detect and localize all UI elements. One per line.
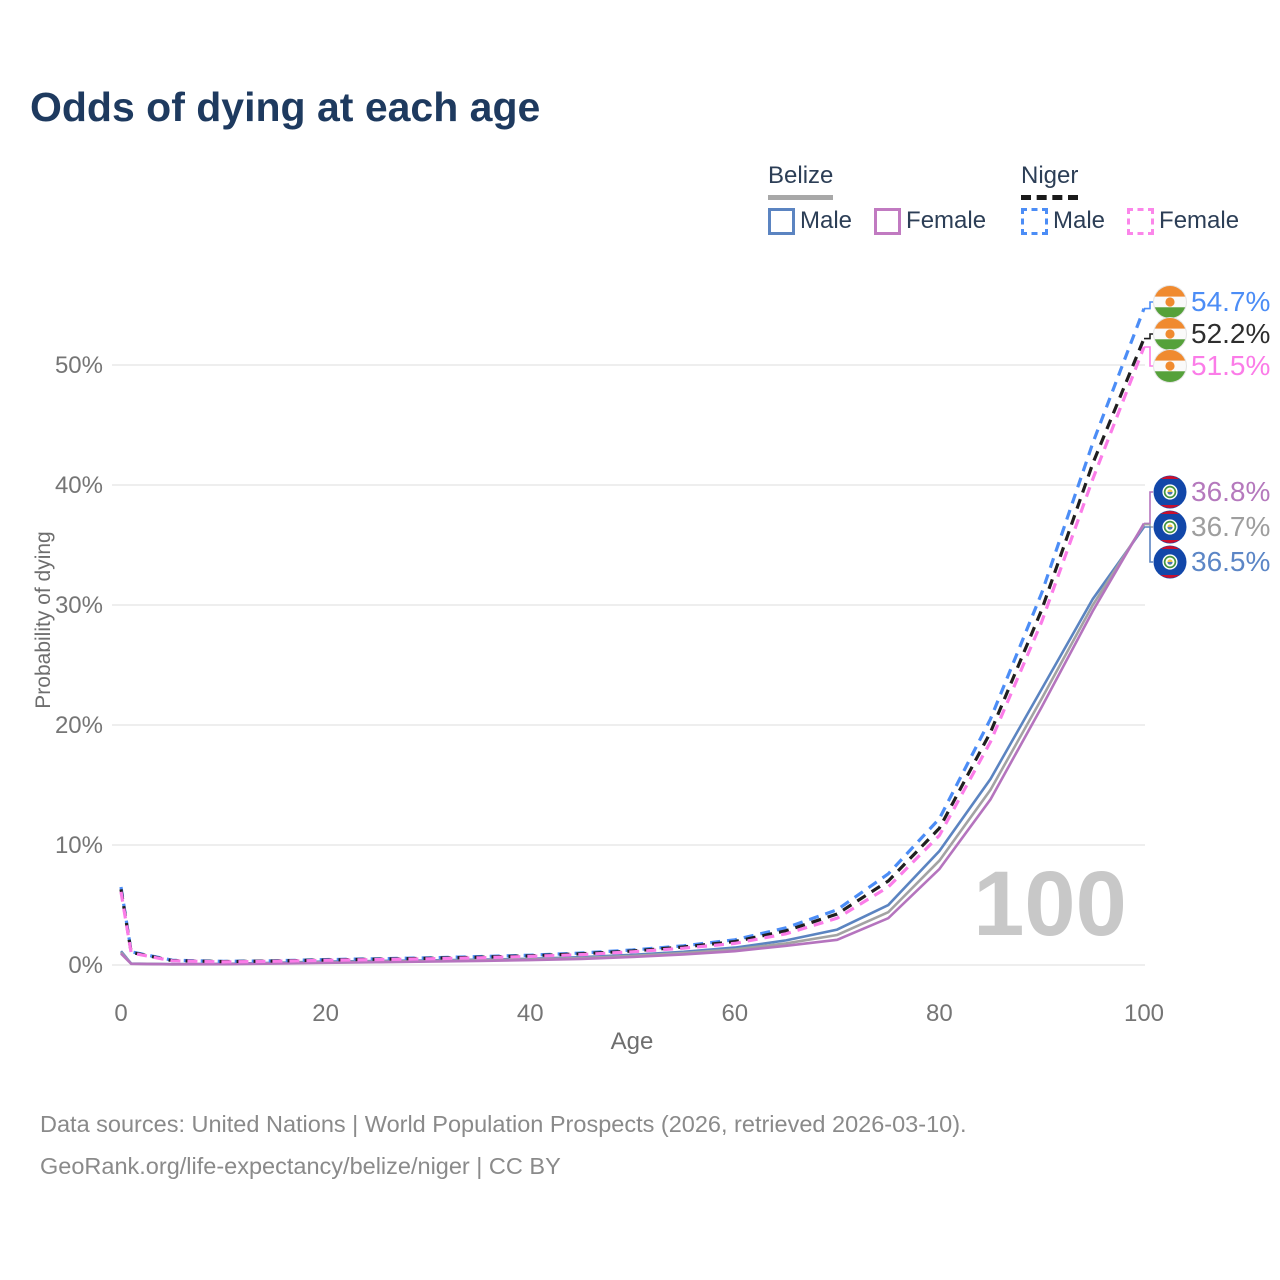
belize-flag-icon	[1153, 475, 1187, 509]
belize-flag-icon	[1153, 510, 1187, 544]
niger-flag-icon	[1153, 317, 1187, 351]
series-line-belize-female[interactable]	[120, 522, 1146, 966]
legend-item-label: Male	[1053, 207, 1106, 234]
x-tick-label: 40	[517, 1000, 544, 1027]
end-value-label-belize-male: 36.5%	[1191, 546, 1270, 577]
legend-item-niger-male[interactable]: Male	[1021, 207, 1105, 235]
y-tick-label: 20%	[55, 712, 103, 739]
x-tick-label: 60	[721, 1000, 748, 1027]
niger-flag-icon	[1153, 349, 1187, 383]
legend-item-belize-male[interactable]: Male	[768, 207, 852, 235]
x-axis-title: Age	[610, 1028, 654, 1055]
x-tick-label: 100	[1124, 1000, 1164, 1027]
footer-sources: Data sources: United Nations | World Pop…	[40, 1111, 967, 1137]
legend-country-niger[interactable]: Niger	[1021, 162, 1079, 200]
belize-male-swatch-icon	[768, 207, 795, 235]
series-line-niger-male[interactable]	[119, 308, 1146, 964]
end-value-label-belize-female: 36.8%	[1191, 476, 1270, 507]
y-tick-label: 10%	[55, 832, 103, 859]
legend-item-belize-female[interactable]: Female	[874, 207, 986, 235]
end-value-label-niger-total: 52.2%	[1191, 318, 1270, 349]
legend-item-niger-female[interactable]: Female	[1127, 207, 1239, 235]
niger-flag-icon	[1153, 285, 1187, 319]
legend-item-label: Female	[906, 207, 987, 234]
label-connector-belize-male	[1144, 526, 1153, 563]
end-value-label-belize-total: 36.7%	[1191, 511, 1270, 542]
label-connector-belize-female	[1144, 491, 1153, 525]
x-tick-label: 0	[114, 1000, 127, 1027]
niger-female-swatch-icon	[1127, 207, 1155, 235]
y-tick-label: 0%	[68, 952, 103, 979]
age-watermark: 100	[973, 853, 1127, 955]
legend-item-label: Female	[1159, 207, 1240, 234]
end-value-label-niger-female: 51.5%	[1191, 350, 1270, 381]
x-tick-label: 20	[312, 1000, 339, 1027]
legend-country-belize[interactable]: Belize	[768, 162, 834, 200]
legend-item-label: Male	[800, 207, 853, 234]
legend-group-belize: Belize Male Female	[768, 162, 986, 235]
end-value-label-niger-male: 54.7%	[1191, 286, 1270, 317]
footer: Data sources: United Nations | World Pop…	[40, 1104, 967, 1188]
niger-male-swatch-icon	[1021, 207, 1048, 235]
y-tick-label: 30%	[55, 592, 103, 619]
legend-group-niger: Niger Male Female	[1021, 162, 1239, 235]
label-connector-belize-total	[1144, 523, 1153, 528]
label-connector-niger-female	[1144, 346, 1153, 367]
belize-female-swatch-icon	[874, 207, 902, 235]
label-connector-niger-male	[1144, 301, 1153, 310]
series-line-niger-female[interactable]	[119, 346, 1146, 964]
page-title: Odds of dying at each age	[30, 84, 541, 130]
y-tick-label: 40%	[55, 472, 103, 499]
label-connector-niger-total	[1144, 333, 1153, 340]
y-tick-label: 50%	[55, 352, 103, 379]
footer-link: GeoRank.org/life-expectancy/belize/niger…	[40, 1152, 561, 1179]
belize-flag-icon	[1153, 545, 1187, 579]
x-tick-label: 80	[926, 1000, 953, 1027]
